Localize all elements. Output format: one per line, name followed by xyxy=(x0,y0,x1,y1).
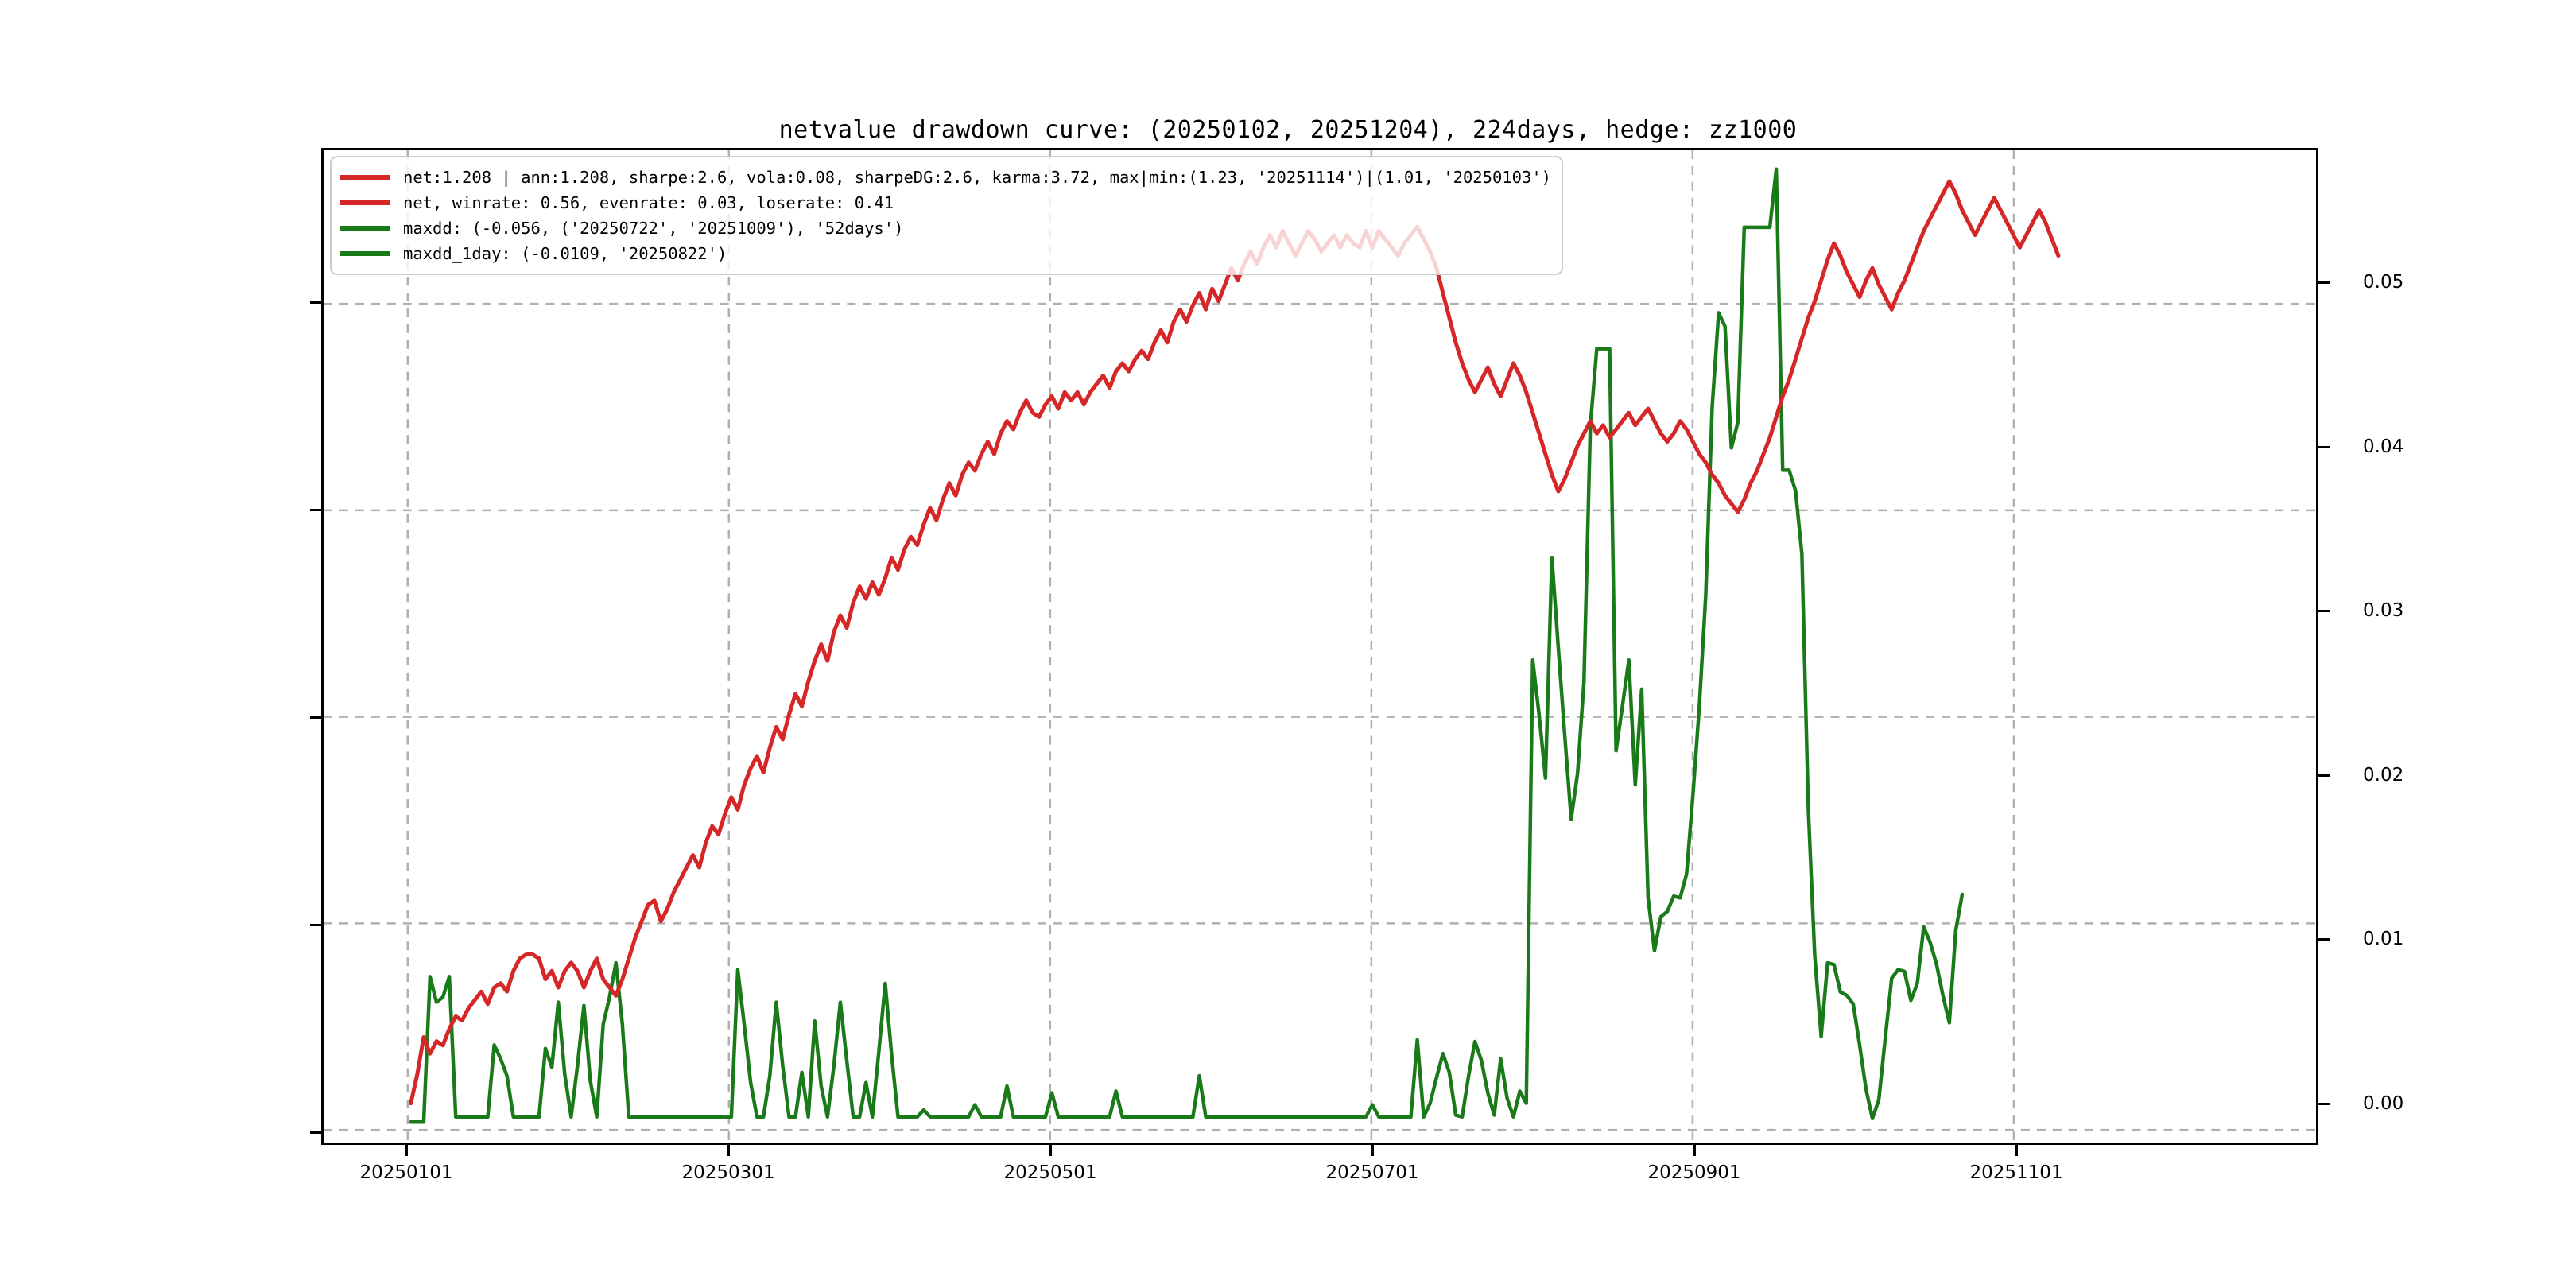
series-layer xyxy=(324,150,2316,1143)
y-axis-right-tick-label: 0.04 xyxy=(2363,436,2404,457)
plot-area xyxy=(321,148,2318,1145)
series-line-maxdd xyxy=(409,167,1965,1124)
legend-item-label: net:1.208 | ann:1.208, sharpe:2.6, vola:… xyxy=(403,167,1552,187)
y-axis-right-tick-mark xyxy=(2318,281,2330,284)
legend-item-label: maxdd: (-0.056, ('20250722', '20251009')… xyxy=(403,218,904,238)
x-axis-tick-label: 20250901 xyxy=(1647,1162,1741,1183)
x-axis-tick-mark xyxy=(1049,1145,1052,1156)
y-axis-right-tick-mark xyxy=(2318,446,2330,448)
grid-svg xyxy=(324,150,2316,1143)
y-axis-right-tick-mark xyxy=(2318,938,2330,941)
legend[interactable]: net:1.208 | ann:1.208, sharpe:2.6, vola:… xyxy=(330,156,1564,275)
x-axis-tick-label: 20250301 xyxy=(681,1162,775,1183)
y-axis-right-tick-label: 0.01 xyxy=(2363,929,2404,949)
x-axis-tick-mark xyxy=(1693,1145,1696,1156)
x-axis-tick-mark xyxy=(405,1145,408,1156)
y-axis-left-tick-mark xyxy=(310,1131,321,1134)
y-axis-left-tick-mark xyxy=(310,924,321,926)
x-axis-tick-label: 20250501 xyxy=(1003,1162,1097,1183)
y-axis-right-tick-mark xyxy=(2318,1103,2330,1105)
x-axis-tick-mark xyxy=(2015,1145,2018,1156)
series-line-net xyxy=(409,179,2061,1106)
y-axis-right-tick-mark xyxy=(2318,774,2330,777)
legend-item-label: net, winrate: 0.56, evenrate: 0.03, lose… xyxy=(403,192,894,212)
vertical-gridlines xyxy=(406,150,2015,1143)
legend-color-swatch-maxdd-icon xyxy=(340,226,390,231)
legend-color-swatch-net-icon xyxy=(340,175,390,180)
y-axis-right-tick-label: 0.00 xyxy=(2363,1093,2404,1114)
x-axis-tick-mark xyxy=(727,1145,730,1156)
y-axis-right-tick-label: 0.02 xyxy=(2363,765,2404,786)
legend-color-swatch-maxdd1day-icon xyxy=(340,251,390,256)
series-svg xyxy=(409,167,2061,1124)
legend-item[interactable]: maxdd: (-0.056, ('20250722', '20251009')… xyxy=(340,215,1551,241)
legend-item[interactable]: maxdd_1day: (-0.0109, '20250822') xyxy=(340,241,1551,266)
x-axis-tick-label: 20250101 xyxy=(359,1162,453,1183)
y-axis-right-tick-label: 0.03 xyxy=(2363,600,2404,621)
x-axis-tick-label: 20251101 xyxy=(1969,1162,2063,1183)
y-axis-right-tick-mark xyxy=(2318,610,2330,612)
grid-layer xyxy=(324,150,2316,1143)
legend-item[interactable]: net:1.208 | ann:1.208, sharpe:2.6, vola:… xyxy=(340,165,1551,190)
legend-item-label: maxdd_1day: (-0.0109, '20250822') xyxy=(403,243,727,263)
legend-item[interactable]: net, winrate: 0.56, evenrate: 0.03, lose… xyxy=(340,190,1551,215)
legend-color-swatch-net-icon xyxy=(340,200,390,205)
x-axis-tick-label: 20250701 xyxy=(1325,1162,1419,1183)
page-title: netvalue drawdown curve: (20250102, 2025… xyxy=(778,116,1798,144)
y-axis-left-tick-mark xyxy=(310,509,321,511)
y-axis-left-tick-mark xyxy=(310,301,321,304)
y-axis-left-tick-mark xyxy=(310,716,321,719)
y-axis-right-tick-label: 0.05 xyxy=(2363,272,2404,293)
x-axis-tick-mark xyxy=(1371,1145,1374,1156)
